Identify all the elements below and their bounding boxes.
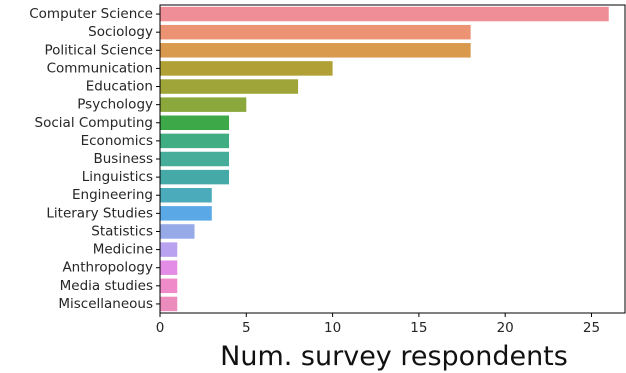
category-label: Statistics — [91, 223, 153, 239]
bar — [160, 43, 471, 58]
category-label: Linguistics — [82, 169, 153, 185]
bar — [160, 260, 178, 275]
bar — [160, 115, 230, 131]
category-label: Economics — [81, 133, 153, 149]
x-tick-label: 10 — [324, 320, 341, 336]
x-tick-label: 15 — [410, 320, 427, 336]
category-label: Media studies — [60, 278, 153, 294]
bar — [160, 97, 247, 112]
x-tick-label: 25 — [583, 320, 600, 336]
plot-frame — [159, 4, 626, 314]
bar — [160, 206, 212, 221]
bar — [160, 187, 212, 203]
category-label: Sociology — [88, 24, 153, 40]
category-label: Social Computing — [35, 115, 153, 131]
x-axis-title: Num. survey respondents — [220, 341, 568, 372]
bar — [160, 278, 178, 294]
category-label: Anthropology — [62, 260, 153, 276]
bar — [160, 242, 178, 257]
x-axis-ticks: 0 5 10 15 20 25 — [156, 313, 600, 336]
bar — [160, 79, 299, 94]
category-label: Computer Science — [29, 6, 153, 22]
category-label: Communication — [47, 60, 153, 76]
category-label: Education — [86, 79, 153, 95]
x-tick-label: 20 — [497, 320, 514, 336]
category-label: Psychology — [77, 97, 153, 113]
bar — [160, 61, 333, 76]
x-tick-label: 0 — [156, 320, 165, 336]
bar — [160, 133, 230, 149]
category-label: Literary Studies — [46, 205, 153, 221]
category-label: Political Science — [44, 42, 153, 58]
category-label: Miscellaneous — [58, 296, 153, 312]
bar — [160, 296, 178, 312]
x-tick-label: 5 — [242, 320, 251, 336]
category-label: Medicine — [93, 242, 153, 258]
bars — [160, 6, 609, 312]
bar — [160, 169, 230, 185]
bar — [160, 224, 195, 239]
bar — [160, 6, 609, 22]
category-labels: Computer Science Sociology Political Scien… — [29, 6, 160, 312]
bar — [160, 151, 230, 167]
bar — [160, 24, 471, 40]
category-label: Business — [93, 151, 153, 167]
category-label: Engineering — [72, 187, 153, 203]
